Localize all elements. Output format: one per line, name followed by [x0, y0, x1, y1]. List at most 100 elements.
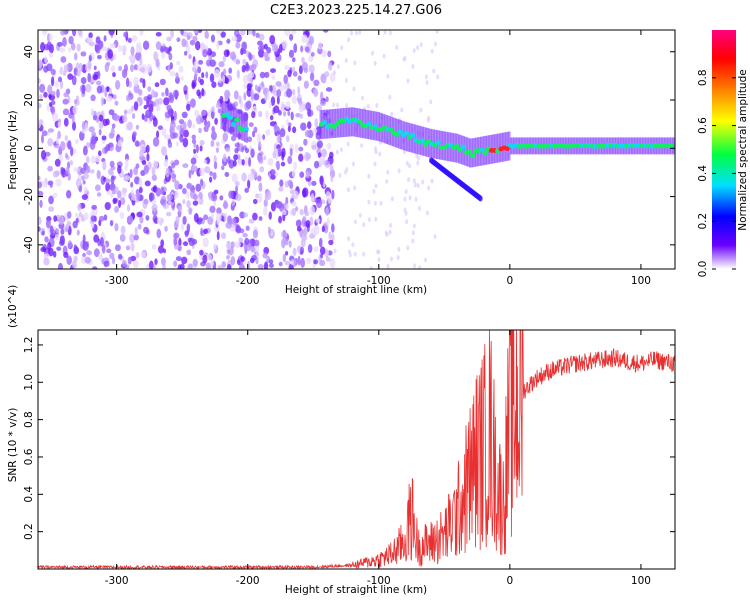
spectrogram-noise-mark	[74, 52, 78, 61]
spectrogram-noise-mark	[215, 147, 219, 153]
spectrogram-noise-mark	[127, 121, 133, 131]
spectrogram-band-mark	[344, 107, 347, 137]
snr-series-line	[38, 330, 675, 569]
spectrogram-noise-mark	[244, 147, 250, 154]
spectrogram-noise-mark	[169, 62, 173, 70]
spectrogram-noise-mark	[378, 151, 382, 157]
spectrogram-noise-mark	[263, 155, 267, 161]
spectrogram-noise-mark	[222, 132, 229, 142]
spectrogram-noise-mark	[272, 150, 277, 159]
spectrogram-noise-mark	[173, 110, 177, 121]
spectrogram-noise-mark	[114, 206, 120, 213]
spectrogram-noise-mark	[51, 100, 56, 106]
spectrogram-noise-mark	[300, 257, 305, 268]
spectrogram-noise-mark	[245, 225, 250, 231]
spectrogram-noise-mark	[62, 108, 70, 116]
spectrogram-noise-mark	[280, 161, 286, 167]
spectrogram-noise-mark	[295, 112, 301, 118]
spectrogram-noise-mark	[291, 169, 296, 178]
spectrogram-noise-mark	[308, 35, 315, 45]
spectrogram-noise-mark	[148, 260, 154, 269]
spectrogram-noise-mark	[58, 215, 64, 225]
spectrogram-noise-mark	[248, 122, 254, 127]
spectrogram-noise-mark	[385, 179, 389, 185]
spectrogram-noise-mark	[326, 142, 332, 150]
spectrogram-noise-mark	[124, 175, 131, 181]
snr-y-tick-label: 0.2	[23, 523, 35, 540]
spectrogram-noise-mark	[284, 65, 291, 70]
spectrogram-noise-mark	[171, 162, 176, 169]
spectrogram-noise-mark	[307, 244, 313, 253]
spectrogram-noise-mark	[352, 161, 356, 167]
spectrogram-noise-mark	[433, 234, 437, 240]
spectrogram-noise-mark	[63, 92, 69, 98]
spectrogram-noise-mark	[109, 160, 115, 168]
spectrogram-noise-mark	[58, 69, 65, 74]
spectrogram-noise-mark	[180, 222, 184, 231]
spectrogram-noise-mark	[217, 264, 223, 269]
spectrogram-noise-mark	[412, 48, 416, 54]
spectrogram-noise-mark	[125, 77, 130, 88]
spectrogram-x-label: Height of straight line (km)	[285, 284, 427, 296]
spectrogram-noise-mark	[411, 63, 415, 69]
spectrogram-noise-mark	[221, 261, 227, 268]
spectrogram-noise-mark	[130, 181, 134, 188]
spectrogram-noise-mark	[38, 59, 43, 68]
spectrogram-noise-mark	[213, 161, 218, 170]
spectrogram-noise-mark	[322, 30, 329, 33]
spectrogram-noise-mark	[319, 100, 326, 107]
spectrogram-noise-mark	[51, 112, 59, 122]
spectrogram-noise-mark	[167, 141, 173, 148]
spectrogram-noise-mark	[102, 160, 107, 171]
spectrogram-noise-mark	[289, 33, 294, 41]
spectrogram-noise-mark	[130, 46, 135, 56]
spectrogram-noise-mark	[82, 234, 86, 244]
spectrogram-noise-mark	[65, 189, 72, 199]
spectrogram-noise-mark	[257, 86, 261, 93]
spectrogram-noise-mark	[416, 160, 420, 166]
spectrogram-noise-mark	[112, 197, 118, 205]
spectrogram-noise-mark	[244, 63, 250, 72]
spectrogram-noise-mark	[173, 232, 180, 239]
spectrogram-noise-mark	[80, 51, 87, 57]
spectrogram-noise-mark	[300, 246, 305, 255]
spectrogram-noise-mark	[241, 41, 248, 51]
spectrogram-noise-mark	[141, 113, 145, 120]
spectrogram-band-mark	[237, 109, 240, 139]
spectrogram-noise-mark	[166, 104, 172, 112]
spectrogram-noise-mark	[95, 117, 100, 123]
spectrogram-noise-mark	[161, 257, 166, 266]
spectrogram-noise-mark	[117, 253, 123, 260]
spectrogram-noise-mark	[247, 179, 251, 189]
spectrogram-noise-mark	[48, 195, 54, 205]
spectrogram-noise-mark	[244, 156, 249, 166]
spectrogram-y-tick-label: 0	[23, 145, 35, 152]
spectrogram-noise-mark	[111, 188, 116, 195]
spectrogram-noise-mark	[271, 85, 277, 93]
spectrogram-noise-mark	[96, 192, 102, 197]
spectrogram-noise-mark	[234, 142, 240, 148]
spectrogram-noise-mark	[210, 34, 216, 43]
spectrogram-noise-mark	[94, 184, 101, 192]
spectrogram-noise-mark	[239, 261, 244, 269]
spectrogram-noise-mark	[181, 111, 188, 119]
spectrogram-noise-mark	[65, 223, 70, 230]
spectrogram-noise-mark	[204, 166, 211, 174]
spectrogram-noise-mark	[226, 49, 230, 56]
spectrogram-x-tick-label: 100	[631, 275, 651, 287]
snr-y-tick-label: 1.2	[23, 337, 35, 354]
spectrogram-noise-mark	[163, 97, 170, 106]
spectrogram-noise-mark	[240, 30, 246, 36]
spectrogram-noise-mark	[173, 238, 178, 246]
spectrogram-noise-mark	[46, 63, 53, 72]
snr-y-tick-label: 0.4	[23, 486, 35, 503]
spectrogram-noise-mark	[298, 65, 303, 75]
spectrogram-noise-mark	[402, 56, 406, 62]
spectrogram-noise-mark	[405, 160, 409, 166]
spectrogram-noise-mark	[175, 216, 180, 225]
colorbar-tick-label: 0.4	[697, 165, 709, 182]
spectrogram-noise-mark	[201, 109, 207, 117]
spectrogram-noise-mark	[225, 241, 232, 250]
snr-panel: -300 -200 -100 0 100 0.2 0.4 0.6 0.8 1.0 1.2 Heig…	[7, 285, 676, 596]
spectrogram-noise-mark	[235, 41, 241, 49]
